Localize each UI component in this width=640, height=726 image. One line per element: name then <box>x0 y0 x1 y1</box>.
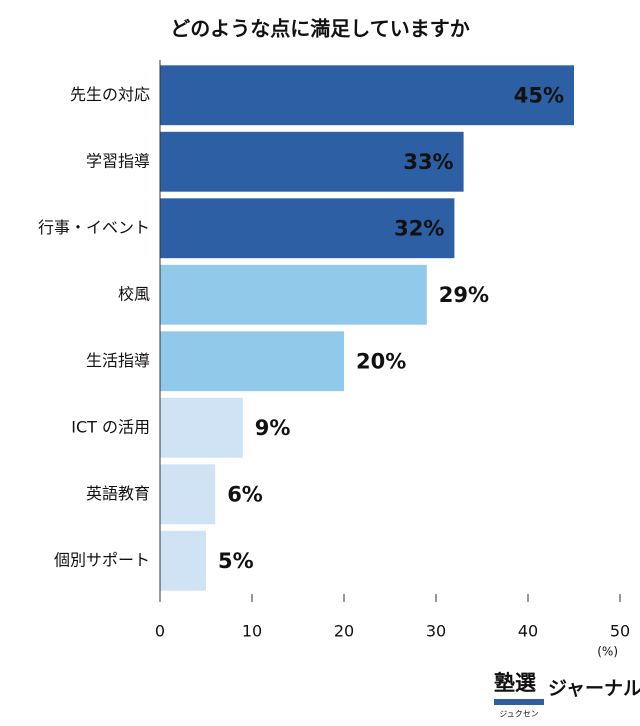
value-label: 29% <box>439 283 489 307</box>
x-tick-label: 40 <box>518 622 538 641</box>
bar <box>160 65 574 126</box>
y-tick-label: 生活指導 <box>86 351 150 370</box>
logo-suffix: ジャーナル <box>548 678 640 700</box>
y-tick-label: 先生の対応 <box>70 85 150 104</box>
bar <box>160 397 243 458</box>
x-tick-label: 20 <box>334 622 354 641</box>
value-label: 6% <box>227 482 263 506</box>
x-tick-label: 10 <box>242 622 262 641</box>
value-label: 9% <box>255 416 291 440</box>
y-tick-label: 校風 <box>118 284 150 303</box>
y-tick-label: 学習指導 <box>86 151 150 170</box>
y-tick-label: 英語教育 <box>86 484 150 503</box>
bar <box>160 264 427 325</box>
y-tick-label: 個別サポート <box>54 550 150 569</box>
logo-sub: ジュクセン <box>499 710 538 719</box>
value-label: 32% <box>394 216 444 240</box>
x-tick-label: 0 <box>155 622 165 641</box>
bar <box>160 131 464 192</box>
value-label: 5% <box>218 549 254 573</box>
bar <box>160 331 344 392</box>
x-tick-label: 50 <box>610 622 630 641</box>
bar <box>160 530 206 591</box>
value-label: 20% <box>356 349 406 373</box>
y-tick-label: ICT の活用 <box>71 417 150 436</box>
chart-title: どのような点に満足していますか <box>170 17 469 41</box>
logo-underline <box>494 699 544 705</box>
value-label: 33% <box>403 150 453 174</box>
value-label: 45% <box>514 83 564 107</box>
x-tick-label: 30 <box>426 622 446 641</box>
logo: 塾選 ジュクセン ジャーナル <box>494 671 640 719</box>
logo-main: 塾選 <box>494 671 536 695</box>
bar <box>160 198 455 259</box>
x-unit: (%) <box>597 645 618 659</box>
bar <box>160 464 216 525</box>
y-tick-label: 行事・イベント <box>38 218 150 237</box>
